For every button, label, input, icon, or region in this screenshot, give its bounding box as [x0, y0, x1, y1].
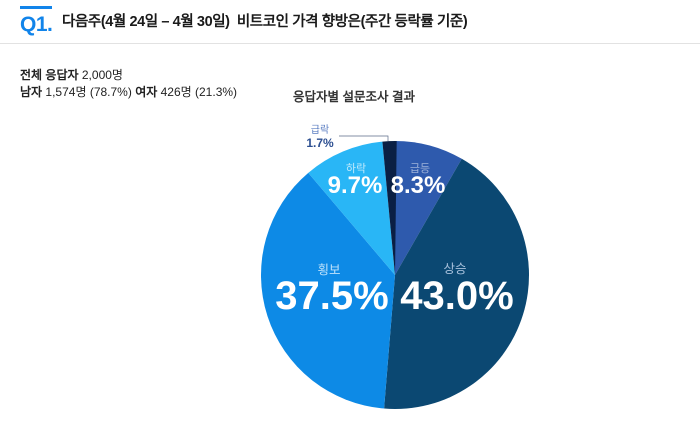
svg-text:1.7%: 1.7% — [306, 136, 334, 150]
svg-text:급락: 급락 — [311, 124, 329, 136]
svg-text:9.7%: 9.7% — [328, 172, 383, 199]
svg-text:8.3%: 8.3% — [391, 172, 446, 199]
svg-text:43.0%: 43.0% — [400, 274, 513, 318]
svg-text:37.5%: 37.5% — [275, 274, 388, 318]
